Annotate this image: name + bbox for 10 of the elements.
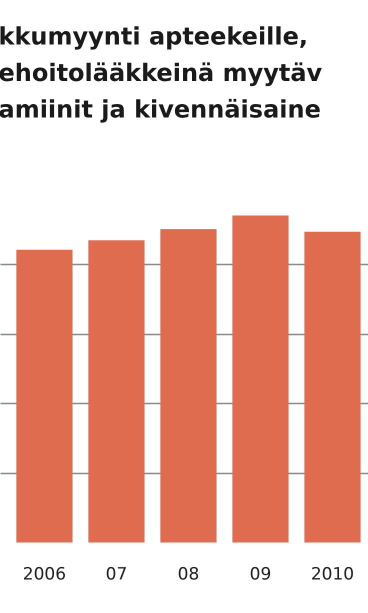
bar xyxy=(88,240,145,542)
bar xyxy=(16,250,73,542)
x-tick-label: 2010 xyxy=(310,564,354,584)
bar xyxy=(232,215,289,542)
x-tick-label: 2006 xyxy=(22,564,66,584)
x-tick-label: 09 xyxy=(250,564,272,584)
x-tick-label: 08 xyxy=(178,564,200,584)
bar xyxy=(304,232,361,542)
x-tick-label: 07 xyxy=(106,564,128,584)
bar xyxy=(160,229,217,542)
